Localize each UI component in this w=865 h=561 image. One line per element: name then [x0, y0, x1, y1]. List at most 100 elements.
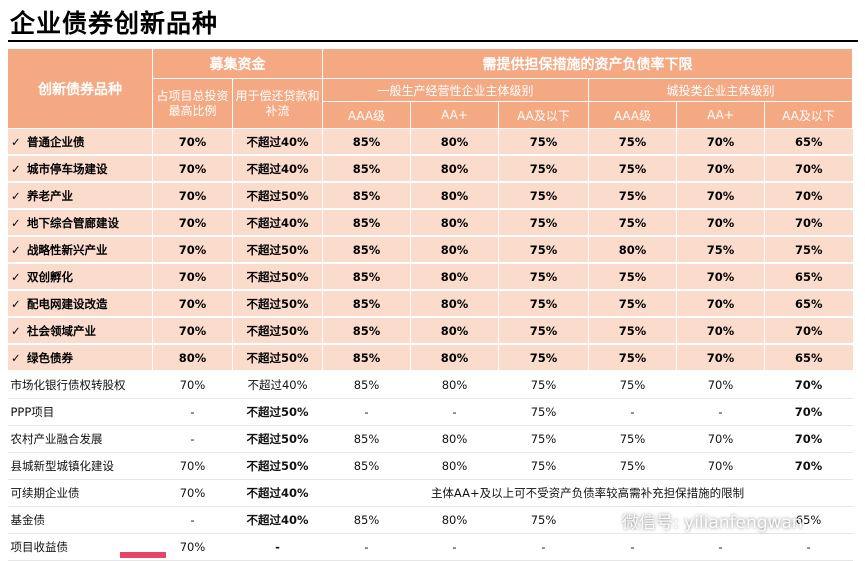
header-rating: AA+	[676, 101, 765, 129]
table-cell: 70%	[764, 398, 853, 426]
table-row: ✓ 绿色债券 80% 不超过50% 85% 80% 75% 75% 70% 65%	[7, 344, 853, 372]
header-product: 创新债券品种	[7, 48, 153, 129]
row-product-name: ✓ 配电网建设改造	[7, 290, 153, 318]
table-row: ✓ 地下综合管廊建设 70% 不超过40% 85% 80% 75% 75% 70% 70%	[7, 209, 853, 237]
table-row: 县城新型城镇化建设 70% 不超过50% 85% 80% 75% 75% 70% 70%	[7, 452, 853, 480]
table-cell: 70%	[152, 371, 233, 399]
row-product-name: PPP项目	[7, 398, 153, 426]
table-cell: 不超过40%	[232, 155, 323, 183]
table-cell: 70%	[152, 263, 233, 291]
table-cell: 85%	[322, 344, 411, 372]
header-rating: AAA级	[322, 101, 411, 129]
table-cell: 65%	[763, 290, 853, 318]
table-cell: 80%	[410, 290, 499, 318]
table-cell: 85%	[322, 317, 411, 345]
table-cell: 75%	[498, 155, 589, 183]
table-cell: 75%	[498, 398, 589, 426]
table-cell: 80%	[410, 344, 499, 372]
table-row: ✓ 养老产业 70% 不超过50% 85% 80% 75% 75% 70% 70%	[7, 182, 853, 210]
table-cell: 85%	[322, 182, 411, 210]
row-product-name: 市场化银行债权转股权	[7, 371, 153, 399]
row-product-name: ✓ 养老产业	[7, 182, 153, 210]
product-label: 基金债	[10, 513, 46, 527]
table-cell: 80%	[152, 344, 233, 372]
check-icon: ✓	[11, 269, 21, 284]
header-rating: AA+	[410, 101, 499, 129]
check-icon: ✓	[11, 188, 21, 203]
table-cell: 80%	[410, 155, 499, 183]
table-cell: 85%	[322, 236, 411, 264]
table-cell: 不超过50%	[232, 425, 323, 453]
table-cell: 85%	[322, 425, 411, 453]
table-cell: -	[676, 398, 765, 426]
table-cell: 85%	[322, 263, 411, 291]
product-label: 可续期企业债	[10, 486, 80, 500]
table-row: 可续期企业债 70% 不超过40% 主体AA+及以上可不受资产负债率较高需补充担保措施…	[7, 479, 853, 507]
table-cell: 70%	[152, 155, 233, 183]
table-cell: 70%	[676, 344, 765, 372]
table-cell: 85%	[322, 290, 411, 318]
table-cell: 不超过50%	[232, 452, 323, 480]
table-cell: 75%	[498, 371, 589, 399]
header-fund-col1: 占项目总投资最高比例	[152, 78, 233, 129]
product-label: 地下综合管廊建设	[27, 215, 119, 230]
table-cell: 80%	[588, 236, 677, 264]
table-cell: 75%	[588, 290, 677, 318]
table-cell: 80%	[410, 506, 499, 534]
table-cell: -	[152, 398, 233, 426]
table-row: ✓ 城市停车场建设 70% 不超过40% 85% 80% 75% 75% 70% 70%	[7, 155, 853, 183]
header-rating: AA及以下	[498, 101, 589, 129]
product-label: 项目收益债	[10, 540, 69, 554]
table-cell: 75%	[588, 155, 677, 183]
table-cell: 75%	[498, 182, 589, 210]
table-cell: 不超过50%	[232, 263, 323, 291]
table-cell: 70%	[676, 263, 765, 291]
check-icon: ✓	[11, 134, 21, 149]
table-cell: 80%	[410, 209, 499, 237]
table-cell: 75%	[588, 452, 677, 480]
table-cell: 75%	[498, 344, 589, 372]
table-cell: 75%	[498, 209, 589, 237]
table-cell: 85%	[322, 155, 411, 183]
table-cell: 70%	[152, 533, 233, 561]
table-cell: 70%	[676, 209, 765, 237]
wechat-icon	[588, 509, 615, 531]
table-cell: 75%	[588, 182, 677, 210]
table-cell: 70%	[152, 182, 233, 210]
table-cell: 65%	[763, 128, 853, 156]
check-icon: ✓	[11, 296, 21, 311]
table-cell: 75%	[498, 506, 589, 534]
table-cell: 85%	[322, 209, 411, 237]
product-label: 农村产业融合发展	[10, 432, 103, 446]
table-cell: -	[498, 533, 589, 561]
table-cell: 不超过50%	[232, 344, 323, 372]
table-cell: 不超过50%	[232, 317, 323, 345]
header-rating: AAA级	[588, 101, 677, 129]
table-cell: 75%	[498, 263, 589, 291]
table-row: ✓ 战略性新兴产业 70% 不超过50% 85% 80% 75% 80% 75% 75%	[7, 236, 853, 264]
row-product-name: 基金债	[7, 506, 153, 534]
check-icon: ✓	[11, 242, 21, 257]
table-cell: 75%	[763, 236, 853, 264]
header-rating: AA及以下	[763, 101, 854, 129]
table-cell: 70%	[676, 452, 765, 480]
table-cell: -	[676, 533, 765, 561]
row-product-name: ✓ 双创孵化	[7, 263, 153, 291]
table-cell: -	[588, 533, 677, 561]
product-label: 绿色债券	[27, 350, 73, 365]
table-row: 市场化银行债权转股权 70% 不超过40% 85% 80% 75% 75% 70% 70%	[7, 371, 853, 399]
watermark-text: 微信号: yilianfengwan	[622, 512, 803, 533]
header-urban: 城投类企业主体级别	[587, 78, 854, 102]
table-cell: 不超过40%	[232, 371, 323, 399]
row-product-name: ✓ 地下综合管廊建设	[7, 209, 153, 237]
table-cell: -	[322, 533, 411, 561]
table-row: 农村产业融合发展 - 不超过50% 85% 80% 75% 75% 70% 70%	[7, 425, 853, 453]
table-cell: 65%	[763, 263, 853, 291]
product-label: 养老产业	[27, 188, 73, 203]
table-cell: 70%	[152, 209, 233, 237]
table-cell: -	[322, 398, 411, 426]
page-title: 企业债券创新品种	[10, 9, 219, 38]
table-cell: 70%	[676, 182, 765, 210]
table-cell: 70%	[676, 128, 765, 156]
table-cell: -	[764, 533, 853, 561]
